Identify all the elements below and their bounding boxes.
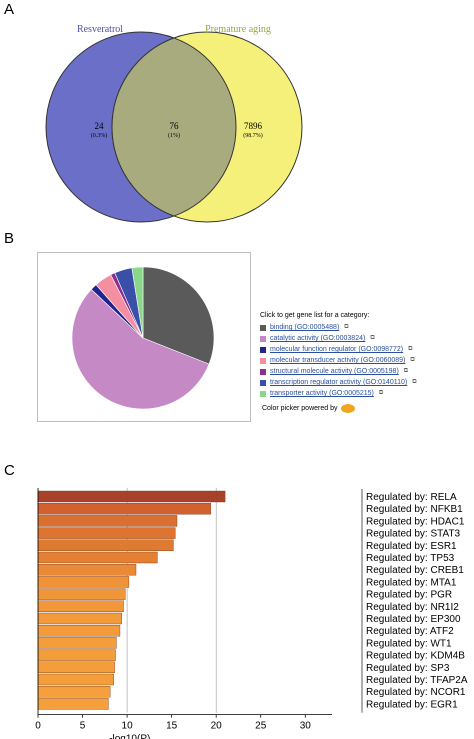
external-link-icon[interactable]: ⧉	[403, 368, 409, 374]
external-link-icon[interactable]: ⧉	[410, 357, 415, 363]
bar-4	[37, 539, 174, 551]
legend-link-molecular-function-regulator[interactable]: molecular function regulator (GO:0098772…	[270, 346, 404, 353]
bar-12	[37, 637, 117, 649]
x-tick-label-2: 10	[122, 721, 134, 732]
legend-link-molecular-transducer-activity[interactable]: molecular transducer activity (GO:006008…	[270, 357, 406, 364]
legend-swatch	[260, 357, 266, 364]
category-label-11: Regulated by: ATF2	[366, 626, 454, 637]
legend-item-transporter-activity[interactable]: transporter activity (GO:0005215) ⧉	[260, 388, 417, 399]
legend-link-structural-molecule-activity[interactable]: structural molecule activity (GO:0005198…	[270, 368, 399, 375]
venn-intersection-count: 76	[170, 121, 180, 131]
pie-slice-0	[142, 266, 215, 365]
bar-1	[37, 503, 212, 515]
venn-set-label-resveratrol: Resveratrol	[77, 24, 123, 35]
legend-swatch	[260, 390, 266, 397]
category-label-4: Regulated by: ESR1	[366, 541, 457, 552]
bar-10	[37, 612, 122, 625]
visibone-logo[interactable]	[341, 398, 367, 418]
category-label-1: Regulated by: NFKB1	[366, 504, 463, 515]
external-link-icon[interactable]: ⧉	[378, 390, 384, 396]
category-label-8: Regulated by: PGR	[366, 590, 452, 601]
bar-9	[37, 600, 124, 613]
category-label-13: Regulated by: KDM4B	[366, 651, 465, 662]
category-label-14: Regulated by: SP3	[366, 663, 450, 674]
category-label-16: Regulated by: NCOR1	[366, 687, 466, 698]
category-label-5: Regulated by: TP53	[366, 553, 455, 564]
external-link-icon[interactable]: ⧉	[370, 335, 375, 341]
pie-legend: Click to get gene list for a category: b…	[260, 310, 417, 399]
x-tick-label-3: 15	[166, 721, 178, 732]
x-tick-label-5: 25	[255, 721, 267, 732]
legend-swatch	[260, 368, 266, 375]
venn-intersection-percent: (1%)	[168, 132, 180, 139]
venn-left-percent: (0.3%)	[91, 132, 108, 139]
bar-13	[37, 649, 116, 661]
category-label-6: Regulated by: CREB1	[366, 565, 464, 576]
pie-slice-6	[131, 266, 144, 339]
venn-intersection	[111, 37, 237, 217]
pie-slice-1	[71, 288, 210, 410]
bar-15	[37, 673, 114, 686]
external-link-icon[interactable]: ⧉	[344, 324, 349, 330]
legend-item-structural-molecule-activity[interactable]: structural molecule activity (GO:0005198…	[260, 366, 417, 377]
category-label-9: Regulated by: NR1I2	[366, 602, 459, 613]
bar-14	[37, 661, 115, 674]
venn-right-percent: (98.7%)	[243, 132, 263, 139]
bar-6	[37, 563, 137, 576]
x-tick-label-6: 30	[300, 721, 312, 732]
bar-7	[37, 576, 130, 588]
legend-item-binding[interactable]: binding (GO:0005488) ⧉	[260, 322, 417, 333]
pie-chart	[71, 266, 215, 410]
x-axis-label: -log10(P)	[109, 734, 150, 739]
bar-17	[37, 698, 109, 710]
category-label-15: Regulated by: TFAP2A	[366, 675, 468, 686]
category-label-7: Regulated by: MTA1	[366, 577, 457, 588]
visibone-logo-icon	[341, 404, 356, 413]
legend-item-molecular-function-regulator[interactable]: molecular function regulator (GO:0098772…	[260, 344, 417, 355]
legend-link-transcription-regulator-activity[interactable]: transcription regulator activity (GO:014…	[270, 379, 408, 386]
legend-link-catalytic-activity[interactable]: catalytic activity (GO:0003824)	[270, 335, 366, 342]
legend-item-catalytic-activity[interactable]: catalytic activity (GO:0003824) ⧉	[260, 333, 417, 344]
legend-swatch	[260, 324, 266, 331]
external-link-icon[interactable]: ⧉	[408, 346, 413, 352]
category-label-12: Regulated by: WT1	[366, 638, 452, 649]
legend-link-binding[interactable]: binding (GO:0005488)	[270, 324, 340, 331]
color-picker-credit: Color picker powered by	[262, 398, 367, 418]
external-link-icon[interactable]: ⧉	[412, 379, 417, 385]
bar-8	[37, 588, 126, 600]
pie-chart-frame	[37, 252, 251, 422]
venn-left-count: 24	[95, 121, 105, 131]
bar-2	[37, 515, 178, 527]
venn-diagram: Resveratrol Premature aging 24 (0.3%) 76…	[45, 24, 303, 223]
x-tick-label-0: 0	[35, 721, 41, 732]
category-label-17: Regulated by: EGR1	[366, 699, 458, 710]
legend-swatch	[260, 335, 266, 342]
category-label-3: Regulated by: STAT3	[366, 529, 461, 540]
legend-link-transporter-activity[interactable]: transporter activity (GO:0005215)	[270, 390, 374, 397]
bar-11	[37, 624, 121, 637]
bar-5	[37, 551, 158, 564]
x-tick-label-4: 20	[211, 721, 223, 732]
legend-swatch	[260, 346, 266, 353]
color-picker-label: Color picker powered by	[262, 404, 338, 412]
legend-swatch	[260, 379, 266, 386]
bar-3	[37, 527, 176, 539]
venn-set-label-premature-aging: Premature aging	[205, 24, 271, 35]
category-label-2: Regulated by: HDAC1	[366, 516, 465, 527]
panel-label-b: B	[4, 230, 15, 247]
panel-label-a: A	[4, 1, 15, 18]
panel-label-c: C	[4, 462, 15, 479]
legend-item-molecular-transducer-activity[interactable]: molecular transducer activity (GO:006008…	[260, 355, 417, 366]
category-label-10: Regulated by: EP300	[366, 614, 461, 625]
legend-header: Click to get gene list for a category:	[260, 312, 370, 319]
bar-16	[37, 685, 111, 698]
legend-item-transcription-regulator-activity[interactable]: transcription regulator activity (GO:014…	[260, 377, 417, 388]
venn-right-count: 7896	[244, 121, 263, 131]
bar-0	[37, 490, 226, 503]
x-tick-label-1: 5	[80, 721, 86, 732]
category-label-0: Regulated by: RELA	[366, 492, 457, 503]
